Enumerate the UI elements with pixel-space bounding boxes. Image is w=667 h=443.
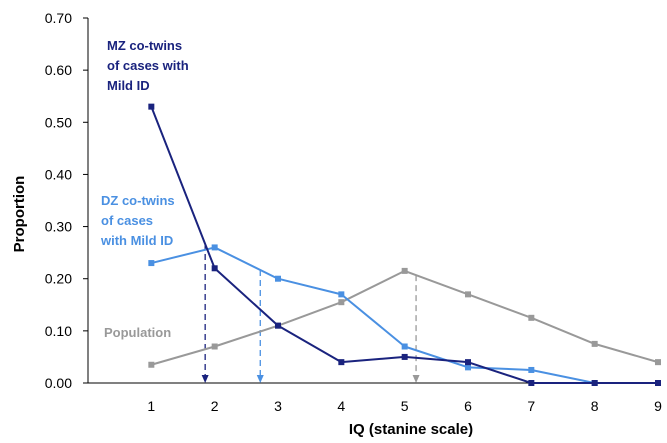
data-point [148, 103, 155, 110]
data-point [591, 340, 598, 347]
x-tick-label: 7 [527, 398, 535, 414]
x-tick-label: 1 [147, 398, 155, 414]
data-point [275, 275, 281, 282]
y-tick-labels: 0.00 0.10 0.20 0.30 0.40 0.50 0.60 0.70 [45, 10, 72, 391]
annotation-2: Population [104, 325, 171, 340]
data-point [338, 291, 345, 298]
mean-drop-lines [201, 244, 420, 383]
drop-arrow-head [256, 375, 264, 383]
data-point [655, 380, 661, 386]
annotation-line: of cases with [107, 58, 189, 73]
data-point [528, 314, 535, 321]
annotation-line: Population [104, 325, 171, 340]
annotation-line: of cases [101, 213, 153, 228]
data-point [338, 299, 345, 306]
y-axis-title: Proportion [11, 176, 28, 253]
annotation-1: DZ co-twins of cases with Mild ID [100, 193, 175, 248]
data-point [211, 343, 218, 350]
annotation-line: DZ co-twins [101, 193, 175, 208]
data-point [338, 359, 345, 366]
data-point [465, 359, 471, 366]
drop-arrow-head [201, 375, 209, 383]
series-line [151, 246, 658, 384]
y-tick-label: 0.30 [45, 219, 72, 235]
x-tick-label: 4 [337, 398, 345, 414]
drop-arrow-head [412, 375, 420, 383]
x-axis-title: IQ (stanine scale) [349, 421, 473, 438]
data-point [465, 291, 471, 298]
x-tick-label: 2 [211, 398, 219, 414]
x-tick-label: 5 [401, 398, 409, 414]
x-tick-label: 3 [274, 398, 282, 414]
data-point [528, 366, 535, 373]
series-layer [148, 103, 661, 386]
series-2 [148, 267, 661, 368]
x-tick-labels: 1 2 3 4 5 6 7 8 9 [147, 398, 662, 414]
y-tick-label: 0.00 [45, 375, 72, 391]
series-line [151, 269, 659, 366]
data-point [148, 260, 155, 267]
annotation-line: MZ co-twins [107, 38, 182, 53]
data-point [148, 361, 155, 368]
data-point [401, 343, 408, 350]
series-0 [148, 103, 661, 386]
y-tick-label: 0.70 [45, 10, 72, 26]
y-tick-label: 0.60 [45, 62, 72, 78]
data-point [211, 244, 218, 251]
annotation-0: MZ co-twins of cases with Mild ID [107, 38, 189, 93]
x-tick-label: 8 [591, 398, 599, 414]
data-point [465, 364, 471, 371]
data-point [655, 359, 661, 366]
data-point [275, 322, 281, 329]
data-point [591, 380, 598, 386]
y-tick-label: 0.50 [45, 114, 72, 130]
data-point [211, 265, 218, 272]
y-tick-label: 0.40 [45, 166, 72, 182]
annotations: MZ co-twins of cases with Mild ID DZ co-twi… [100, 38, 189, 340]
annotation-line: with Mild ID [100, 233, 173, 248]
y-tick-label: 0.20 [45, 271, 72, 287]
data-point [401, 267, 408, 274]
x-tick-label: 6 [464, 398, 472, 414]
series-1 [148, 244, 661, 386]
data-point [528, 380, 535, 386]
x-tick-label: 9 [654, 398, 662, 414]
y-tick-label: 0.10 [45, 323, 72, 339]
data-point [401, 353, 408, 360]
annotation-line: Mild ID [107, 78, 150, 93]
